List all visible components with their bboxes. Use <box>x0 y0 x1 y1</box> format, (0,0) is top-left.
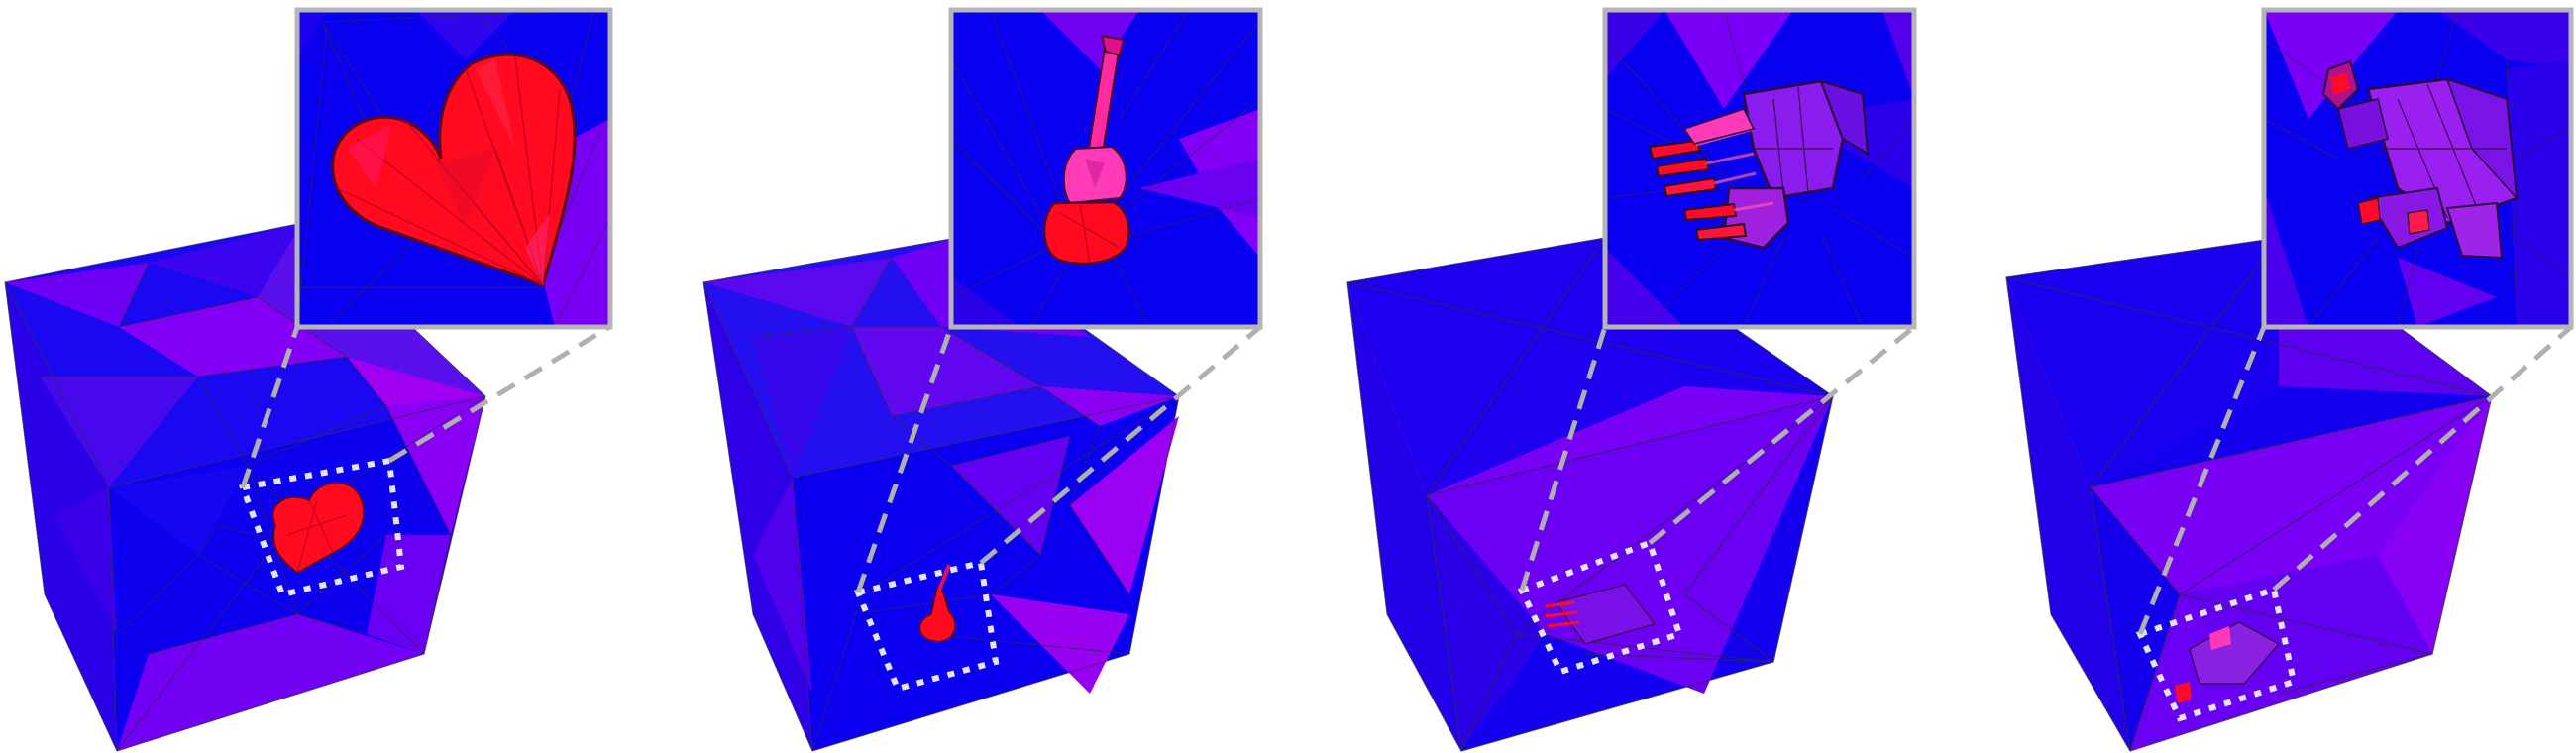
guitar-object <box>918 564 956 643</box>
heart-object <box>271 482 365 574</box>
callout-lines <box>240 324 611 488</box>
callout-lines <box>2137 325 2573 635</box>
figure-object <box>2175 621 2280 703</box>
inset-zoom <box>948 7 1263 330</box>
inset-zoom <box>1602 7 1917 330</box>
cube-mesh <box>4 222 486 752</box>
inset-zoom <box>2261 7 2574 330</box>
callout-lines <box>855 325 1262 593</box>
hands-object <box>1545 584 1657 645</box>
cube-mesh <box>702 237 1180 752</box>
panel-guitar <box>702 7 1263 752</box>
panel-heart <box>4 7 613 752</box>
cube-mesh <box>2005 237 2493 752</box>
panel-figure <box>2005 7 2574 752</box>
inset-zoom <box>294 7 613 330</box>
zoom-box <box>238 457 405 598</box>
zoom-box <box>1517 539 1683 676</box>
zoom-box <box>2135 586 2298 722</box>
callout-lines <box>1519 325 1916 592</box>
panel-hands <box>1346 7 1917 752</box>
zoom-box <box>853 559 1000 693</box>
